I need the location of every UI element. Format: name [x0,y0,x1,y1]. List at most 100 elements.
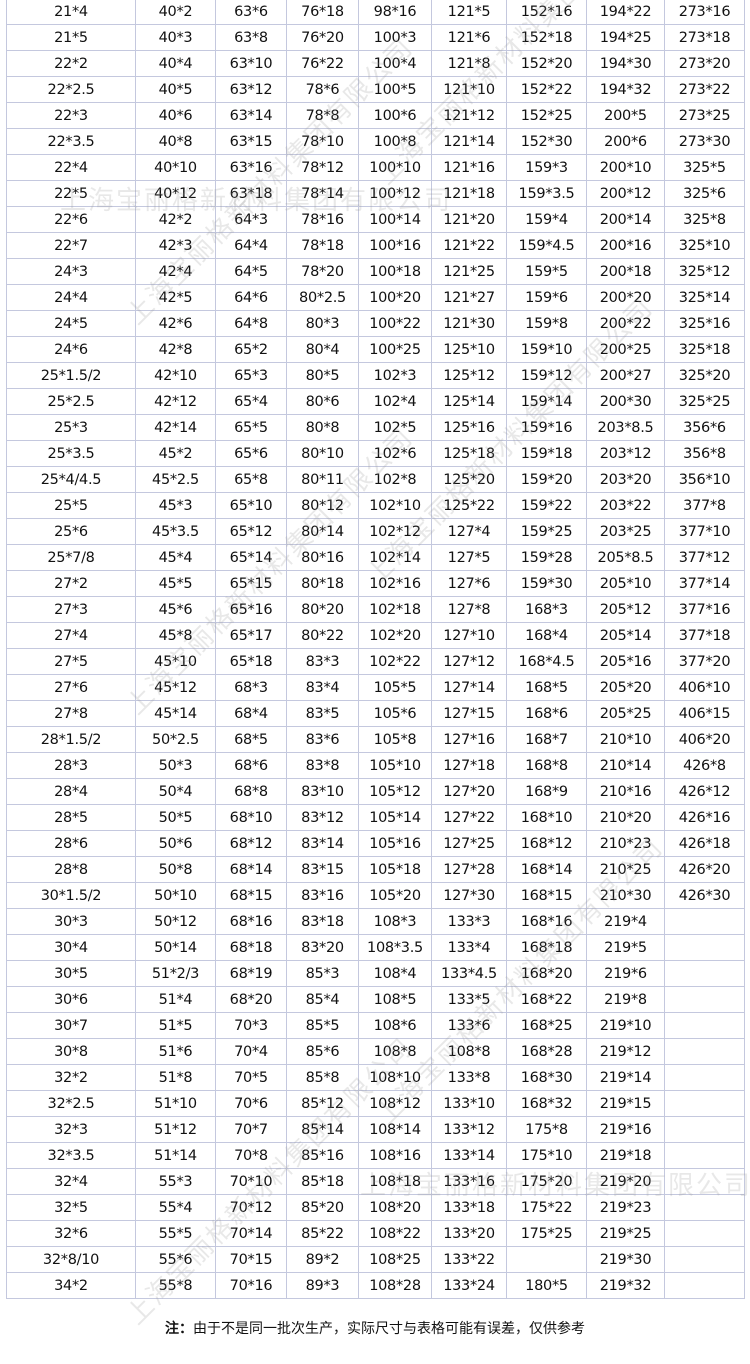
table-cell: 28*1.5/2 [6,726,136,753]
table-cell: 159*20 [506,466,587,493]
table-cell: 70*8 [215,1142,287,1169]
table-cell: 80*12 [286,492,359,519]
table-row: 32*2 51*8 70*5 85*8 108*10 133*8 168*30 219*14 [6,1064,745,1091]
table-cell: 30*5 [6,960,136,987]
table-cell: 100*18 [358,258,432,285]
table-cell: 121*8 [431,50,507,77]
table-row: 25*6 45*3.5 65*12 80*14 102*12 127*4 159*25 203… [6,518,745,545]
table-row: 30*5 51*2/3 68*19 85*3 108*4 133*4.5 168*20 219… [6,960,745,987]
table-cell [664,1038,745,1065]
table-cell: 21*5 [6,24,136,51]
table-cell: 70*16 [215,1272,287,1299]
table-cell: 21*4 [6,0,136,25]
table-cell: 175*10 [506,1142,587,1169]
table-cell: 105*14 [358,804,432,831]
table-cell: 406*20 [664,726,745,753]
table-cell: 168*16 [506,908,587,935]
table-cell: 205*16 [586,648,665,675]
table-row: 30*3 50*12 68*16 83*18 108*3 133*3 168*16 219*4 [6,908,745,935]
table-cell: 203*20 [586,466,665,493]
table-cell: 108*14 [358,1116,432,1143]
table-cell: 70*3 [215,1012,287,1039]
table-cell: 40*4 [135,50,216,77]
table-cell: 68*18 [215,934,287,961]
table-cell: 108*16 [358,1142,432,1169]
table-cell: 159*6 [506,284,587,311]
table-cell: 64*6 [215,284,287,311]
table-cell: 219*20 [586,1168,665,1195]
table-cell: 205*20 [586,674,665,701]
table-row: 22*7 42*3 64*4 78*18 100*16 121*22 159*4.5 200*… [6,232,745,259]
table-cell: 22*2 [6,50,136,77]
table-cell: 219*30 [586,1246,665,1273]
table-cell: 63*14 [215,102,287,129]
table-row: 27*5 45*10 65*18 83*3 102*22 127*12 168*4.5 205… [6,648,745,675]
table-cell: 83*6 [286,726,359,753]
table-cell: 42*5 [135,284,216,311]
table-cell: 102*6 [358,440,432,467]
table-cell: 65*6 [215,440,287,467]
table-cell: 133*20 [431,1220,507,1247]
table-cell: 108*8 [431,1038,507,1065]
table-cell [664,1220,745,1247]
table-cell: 200*5 [586,102,665,129]
table-cell: 205*8.5 [586,544,665,571]
table-cell: 377*16 [664,596,745,623]
table-cell: 159*12 [506,362,587,389]
table-cell: 127*12 [431,648,507,675]
table-cell: 426*20 [664,856,745,883]
table-cell: 127*5 [431,544,507,571]
table-cell: 27*6 [6,674,136,701]
table-cell [664,934,745,961]
table-cell: 219*5 [586,934,665,961]
table-cell: 210*10 [586,726,665,753]
table-cell: 28*5 [6,804,136,831]
table-cell: 108*28 [358,1272,432,1299]
table-cell: 159*28 [506,544,587,571]
table-cell: 65*14 [215,544,287,571]
table-cell: 133*6 [431,1012,507,1039]
table-row: 30*7 51*5 70*3 85*5 108*6 133*6 168*25 219*10 [6,1012,745,1039]
table-cell: 159*3.5 [506,180,587,207]
table-cell: 325*18 [664,336,745,363]
table-cell: 159*4.5 [506,232,587,259]
table-cell: 89*2 [286,1246,359,1273]
table-cell: 125*22 [431,492,507,519]
table-cell: 63*6 [215,0,287,25]
table-cell: 22*5 [6,180,136,207]
table-cell: 219*6 [586,960,665,987]
table-row: 28*1.5/2 50*2.5 68*5 83*6 105*8 127*16 168*7 21… [6,726,745,753]
table-cell: 152*22 [506,76,587,103]
table-cell: 80*16 [286,544,359,571]
table-cell: 121*25 [431,258,507,285]
table-cell: 325*25 [664,388,745,415]
table-cell: 50*2.5 [135,726,216,753]
table-cell: 45*12 [135,674,216,701]
table-cell: 127*8 [431,596,507,623]
table-cell: 80*10 [286,440,359,467]
table-cell: 100*16 [358,232,432,259]
table-cell: 83*4 [286,674,359,701]
table-row: 32*3 51*12 70*7 85*14 108*14 133*12 175*8 219*1… [6,1116,745,1143]
table-cell: 25*3.5 [6,440,136,467]
table-cell: 133*24 [431,1272,507,1299]
table-cell: 83*16 [286,882,359,909]
table-cell: 70*7 [215,1116,287,1143]
table-cell: 127*10 [431,622,507,649]
table-cell: 125*10 [431,336,507,363]
table-cell: 83*20 [286,934,359,961]
table-cell: 175*20 [506,1168,587,1195]
table-row: 25*1.5/2 42*10 65*3 80*5 102*3 125*12 159*12 20… [6,362,745,389]
table-cell: 133*22 [431,1246,507,1273]
table-cell: 200*6 [586,128,665,155]
table-cell: 42*2 [135,206,216,233]
table-cell: 64*5 [215,258,287,285]
table-cell: 219*32 [586,1272,665,1299]
table-row: 21*5 40*3 63*8 76*20 100*3 121*6 152*18 194*25 2… [6,24,745,51]
table-row: 25*4/4.5 45*2.5 65*8 80*11 102*8 125*20 159*20… [6,466,745,493]
table-cell: 205*10 [586,570,665,597]
table-cell: 194*25 [586,24,665,51]
table-cell: 76*20 [286,24,359,51]
table-cell: 25*5 [6,492,136,519]
table-cell: 180*5 [506,1272,587,1299]
